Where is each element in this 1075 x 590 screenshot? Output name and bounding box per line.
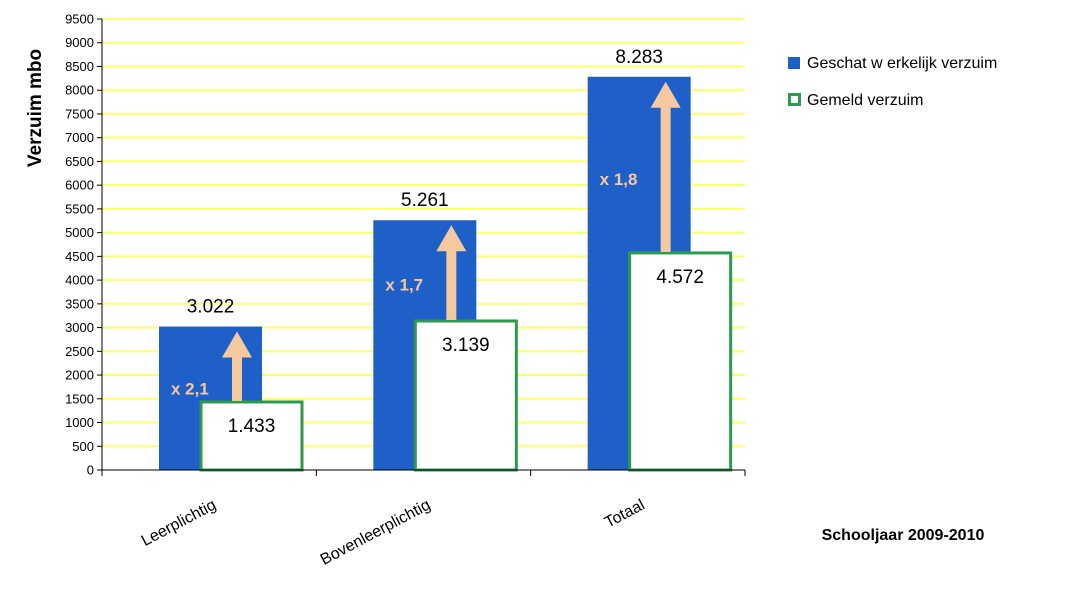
y-tick-label: 1500 xyxy=(65,391,94,406)
y-tick-label: 5000 xyxy=(65,225,94,240)
y-tick-label: 1000 xyxy=(65,415,94,430)
axes xyxy=(101,19,746,476)
legend-label-estimated: Geschat w erkelijk verzuim xyxy=(807,55,997,72)
y-tick-label: 2500 xyxy=(65,344,94,359)
y-tick-label: 0 xyxy=(87,463,94,478)
data-label-reported: 3.139 xyxy=(442,335,490,356)
growth-arrow-shaft xyxy=(232,356,242,401)
bar-reported xyxy=(199,400,304,472)
growth-arrows: x 2,1 x 1,7 x 1,8 xyxy=(171,81,681,401)
y-tick-label: 4500 xyxy=(65,249,94,264)
bars: 3.022 1.433 5.261 3.139 8.283 4.572 xyxy=(159,47,733,472)
y-tick-label: 9500 xyxy=(65,12,94,27)
y-tick-label: 4000 xyxy=(65,273,94,288)
growth-arrow-head xyxy=(436,225,467,252)
growth-multiplier-label: x 2,1 xyxy=(171,379,209,398)
data-label-estimated: 5.261 xyxy=(401,190,449,211)
data-label-reported: 4.572 xyxy=(656,267,704,288)
growth-arrow-head xyxy=(650,81,681,108)
y-tick-label: 7500 xyxy=(65,106,94,121)
y-tick-label: 3000 xyxy=(65,320,94,335)
growth-multiplier-label: x 1,8 xyxy=(600,170,638,189)
y-tick-label: 8000 xyxy=(65,83,94,98)
y-tick-label: 8500 xyxy=(65,59,94,74)
y-tick-label: 6000 xyxy=(65,178,94,193)
y-tick-label: 3500 xyxy=(65,296,94,311)
data-label-estimated: 3.022 xyxy=(187,297,235,318)
data-label-reported: 1.433 xyxy=(228,416,276,437)
growth-arrow-shaft xyxy=(660,106,671,252)
y-tick-label: 9000 xyxy=(65,35,94,50)
legend-swatch-estimated xyxy=(788,57,800,69)
x-tick-label: Bovenleerplichtig xyxy=(318,497,434,569)
growth-arrow-head xyxy=(222,331,252,358)
x-tick-label: Leerplichtig xyxy=(139,497,219,550)
y-tick-label: 6500 xyxy=(65,154,94,169)
y-tick-label: 5500 xyxy=(65,201,94,216)
x-axis-label: Schooljaar 2009-2010 xyxy=(822,527,985,544)
y-tick-label: 500 xyxy=(72,439,94,454)
bar-reported xyxy=(628,251,733,472)
y-tick-label: 7000 xyxy=(65,130,94,145)
legend-label-reported: Gemeld verzuim xyxy=(807,92,923,109)
y-axis-label: Verzuim mbo xyxy=(25,49,46,167)
y-tick-label: 2000 xyxy=(65,368,94,383)
legend: Geschat w erkelijk verzuim Gemeld verzui… xyxy=(788,55,997,109)
growth-arrow-shaft xyxy=(446,250,457,320)
growth-multiplier-label: x 1,7 xyxy=(385,276,423,295)
x-tick-label: Totaal xyxy=(602,497,648,532)
legend-swatch-reported xyxy=(788,93,801,106)
data-label-estimated: 8.283 xyxy=(615,47,663,68)
category-labels: Leerplichtig Bovenleerplichtig Totaal xyxy=(139,497,648,569)
y-axis-ticks: 0 500 1000 1500 2000 2500 3000 3500 4000 4500 5000… xyxy=(65,12,102,478)
